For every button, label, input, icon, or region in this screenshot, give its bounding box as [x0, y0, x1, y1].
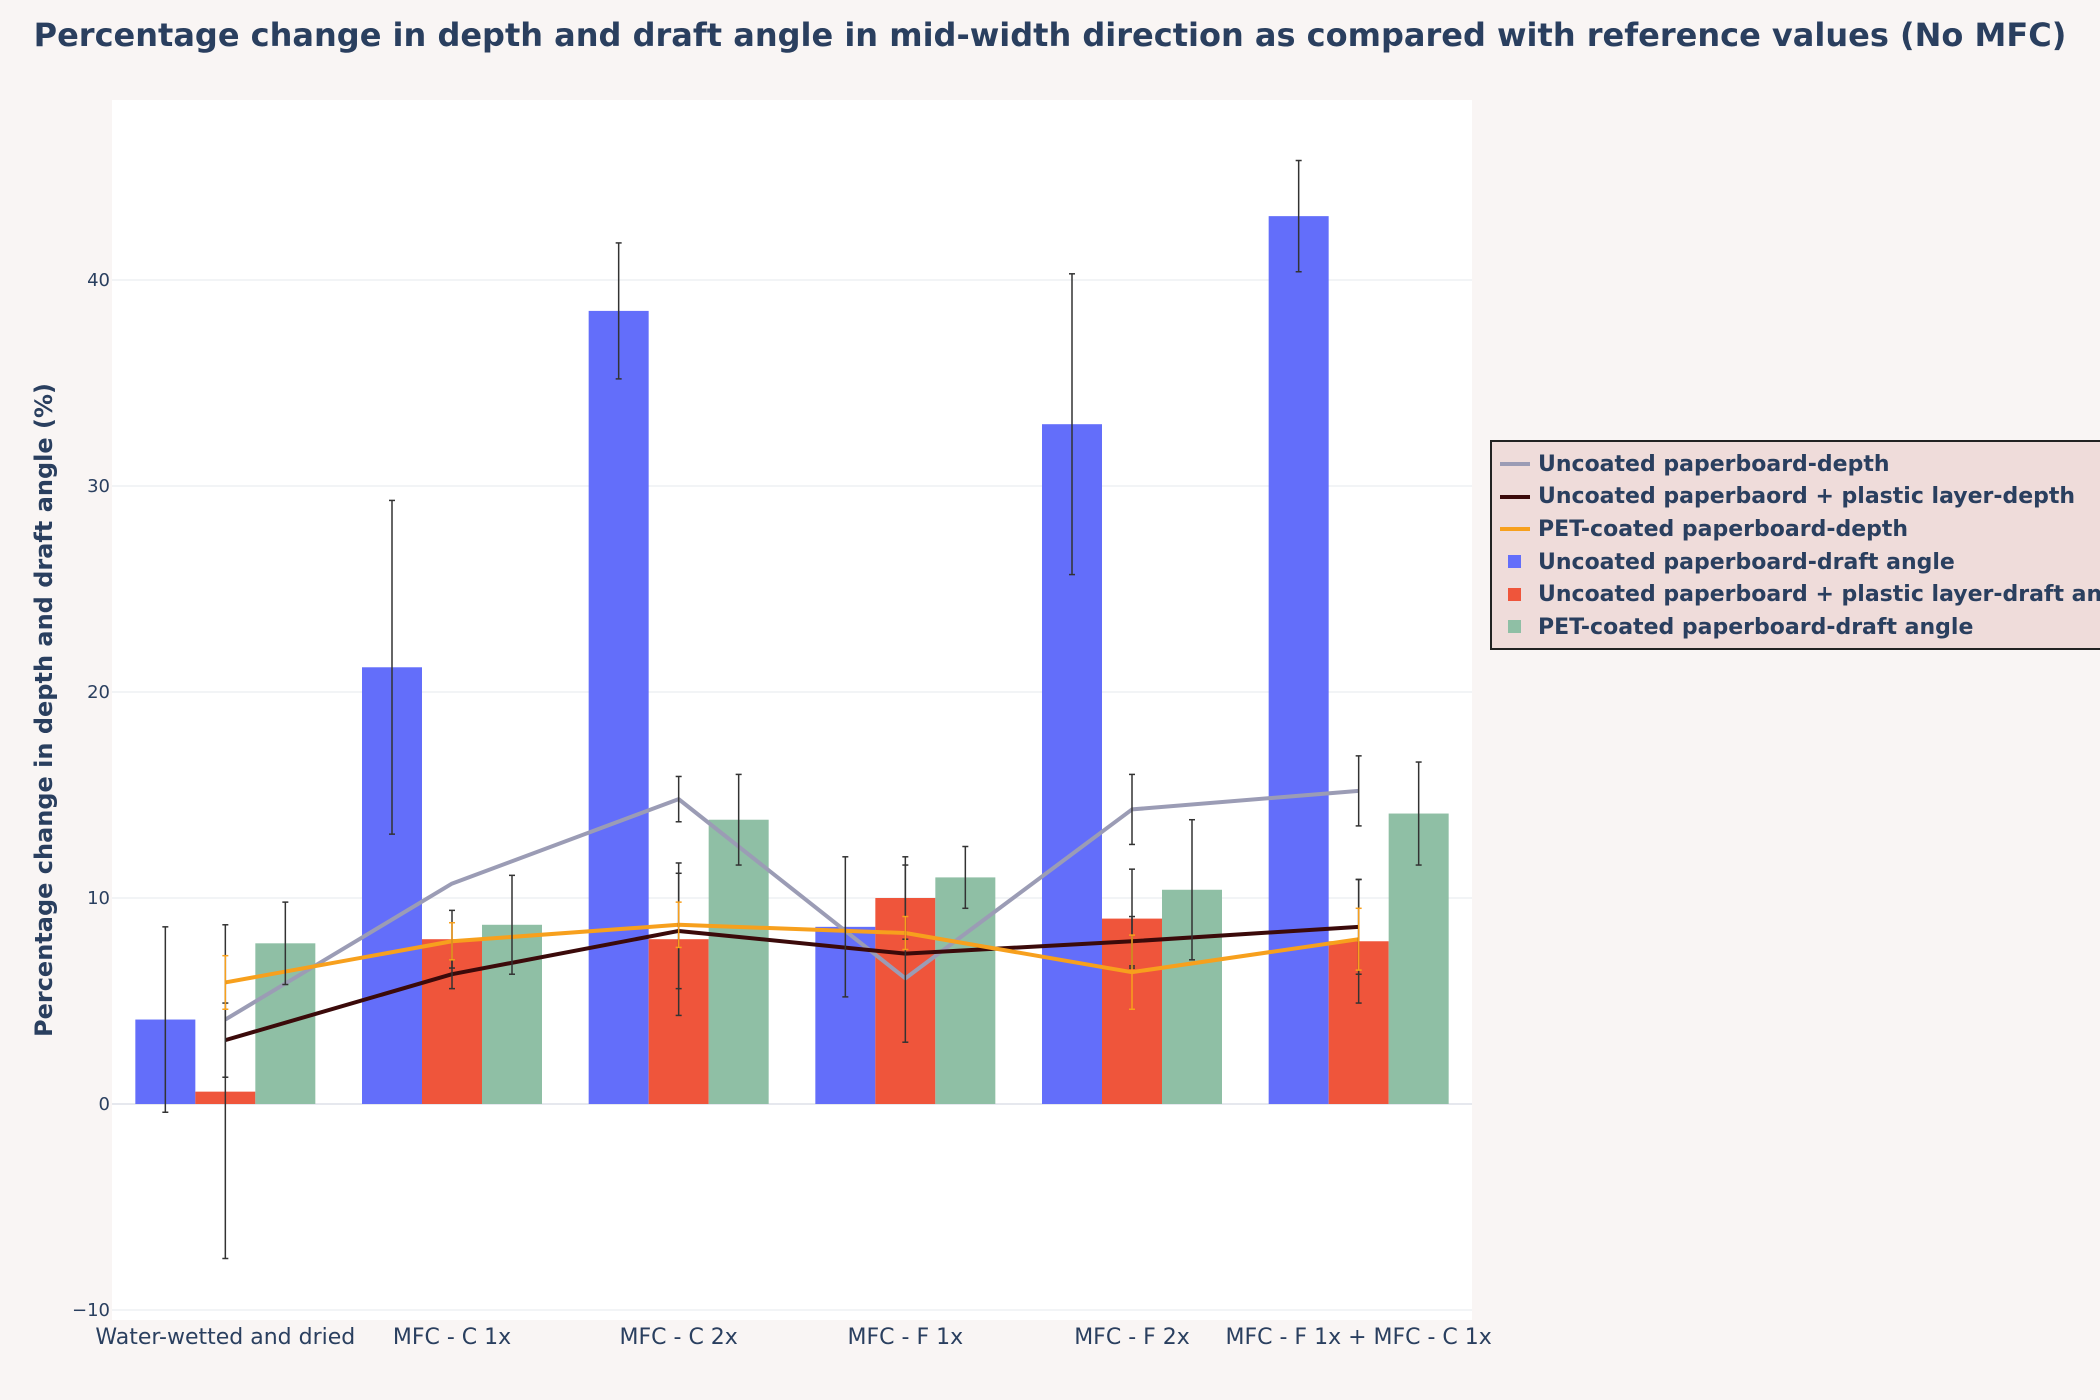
legend-bar-swatch	[1508, 555, 1521, 569]
line-series	[224, 788, 1359, 1043]
legend-swatch	[1508, 620, 1521, 634]
x-tick-label: MFC - C 1x	[393, 1325, 511, 1350]
legend-item[interactable]: Uncoated paperboard-depth	[1498, 448, 2100, 481]
x-tick-label: Water-wetted and dried	[95, 1325, 355, 1350]
series-line	[224, 922, 1359, 985]
error-bars	[162, 159, 1422, 1260]
legend-swatch	[1500, 494, 1530, 499]
legend-swatch	[1500, 462, 1530, 467]
plot-area	[112, 100, 1472, 1320]
bar	[1268, 216, 1329, 1104]
legend-swatch	[1500, 527, 1530, 532]
legend-label: PET-coated paperboard-draft angle	[1538, 614, 1974, 640]
y-tick-label: 20	[87, 682, 110, 703]
y-axis-title: Percentage change in depth and draft ang…	[30, 383, 58, 1037]
x-tick-label: MFC - F 1x	[848, 1325, 964, 1350]
y-tick-label: 40	[87, 270, 110, 291]
series-line	[224, 788, 1359, 1022]
y-tick-label: 30	[87, 476, 110, 497]
bar	[708, 819, 769, 1104]
legend-item[interactable]: Uncoated paperboard-draft angle	[1498, 546, 2100, 579]
legend-item[interactable]: Uncoated paperboard + plastic layer-draf…	[1498, 578, 2100, 611]
x-tick-label: MFC - F 1x + MFC - C 1x	[1226, 1325, 1492, 1350]
legend-label: Uncoated paperboard-draft angle	[1538, 549, 1955, 575]
legend-item[interactable]: Uncoated paperbaord + plastic layer-dept…	[1498, 481, 2100, 514]
legend-label: Uncoated paperboard + plastic layer-draf…	[1538, 582, 2100, 608]
legend-item[interactable]: PET-coated paperboard-draft angle	[1498, 611, 2100, 644]
x-axis-ticks: Water-wetted and dried MFC - C 1x MFC - C …	[95, 1325, 1491, 1350]
y-tick-label: 0	[99, 1094, 110, 1115]
legend-label: PET-coated paperboard-depth	[1538, 516, 1909, 542]
legend-label: Uncoated paperboard-depth	[1538, 451, 1890, 477]
y-tick-label: 10	[87, 888, 110, 909]
x-tick-label: MFC - F 2x	[1074, 1325, 1190, 1350]
x-tick-label: MFC - C 2x	[620, 1325, 738, 1350]
y-tick-label: −10	[72, 1300, 110, 1321]
legend-label: Uncoated paperbaord + plastic layer-dept…	[1538, 484, 2076, 510]
legend-bar-swatch	[1508, 587, 1521, 601]
legend-swatch	[1508, 555, 1521, 569]
bar	[588, 310, 649, 1104]
gridlines	[112, 279, 1472, 1311]
legend: Uncoated paperboard-depth Uncoated paperb…	[1490, 440, 2100, 650]
chart-title: Percentage change in depth and draft ang…	[33, 16, 2067, 54]
legend-swatch	[1508, 587, 1521, 601]
legend-item[interactable]: PET-coated paperboard-depth	[1498, 513, 2100, 546]
series-line	[224, 924, 1359, 1043]
bar	[935, 877, 996, 1104]
legend-bar-swatch	[1508, 620, 1521, 634]
y-axis-ticks: −10 0 10 20 30 40	[72, 270, 110, 1321]
